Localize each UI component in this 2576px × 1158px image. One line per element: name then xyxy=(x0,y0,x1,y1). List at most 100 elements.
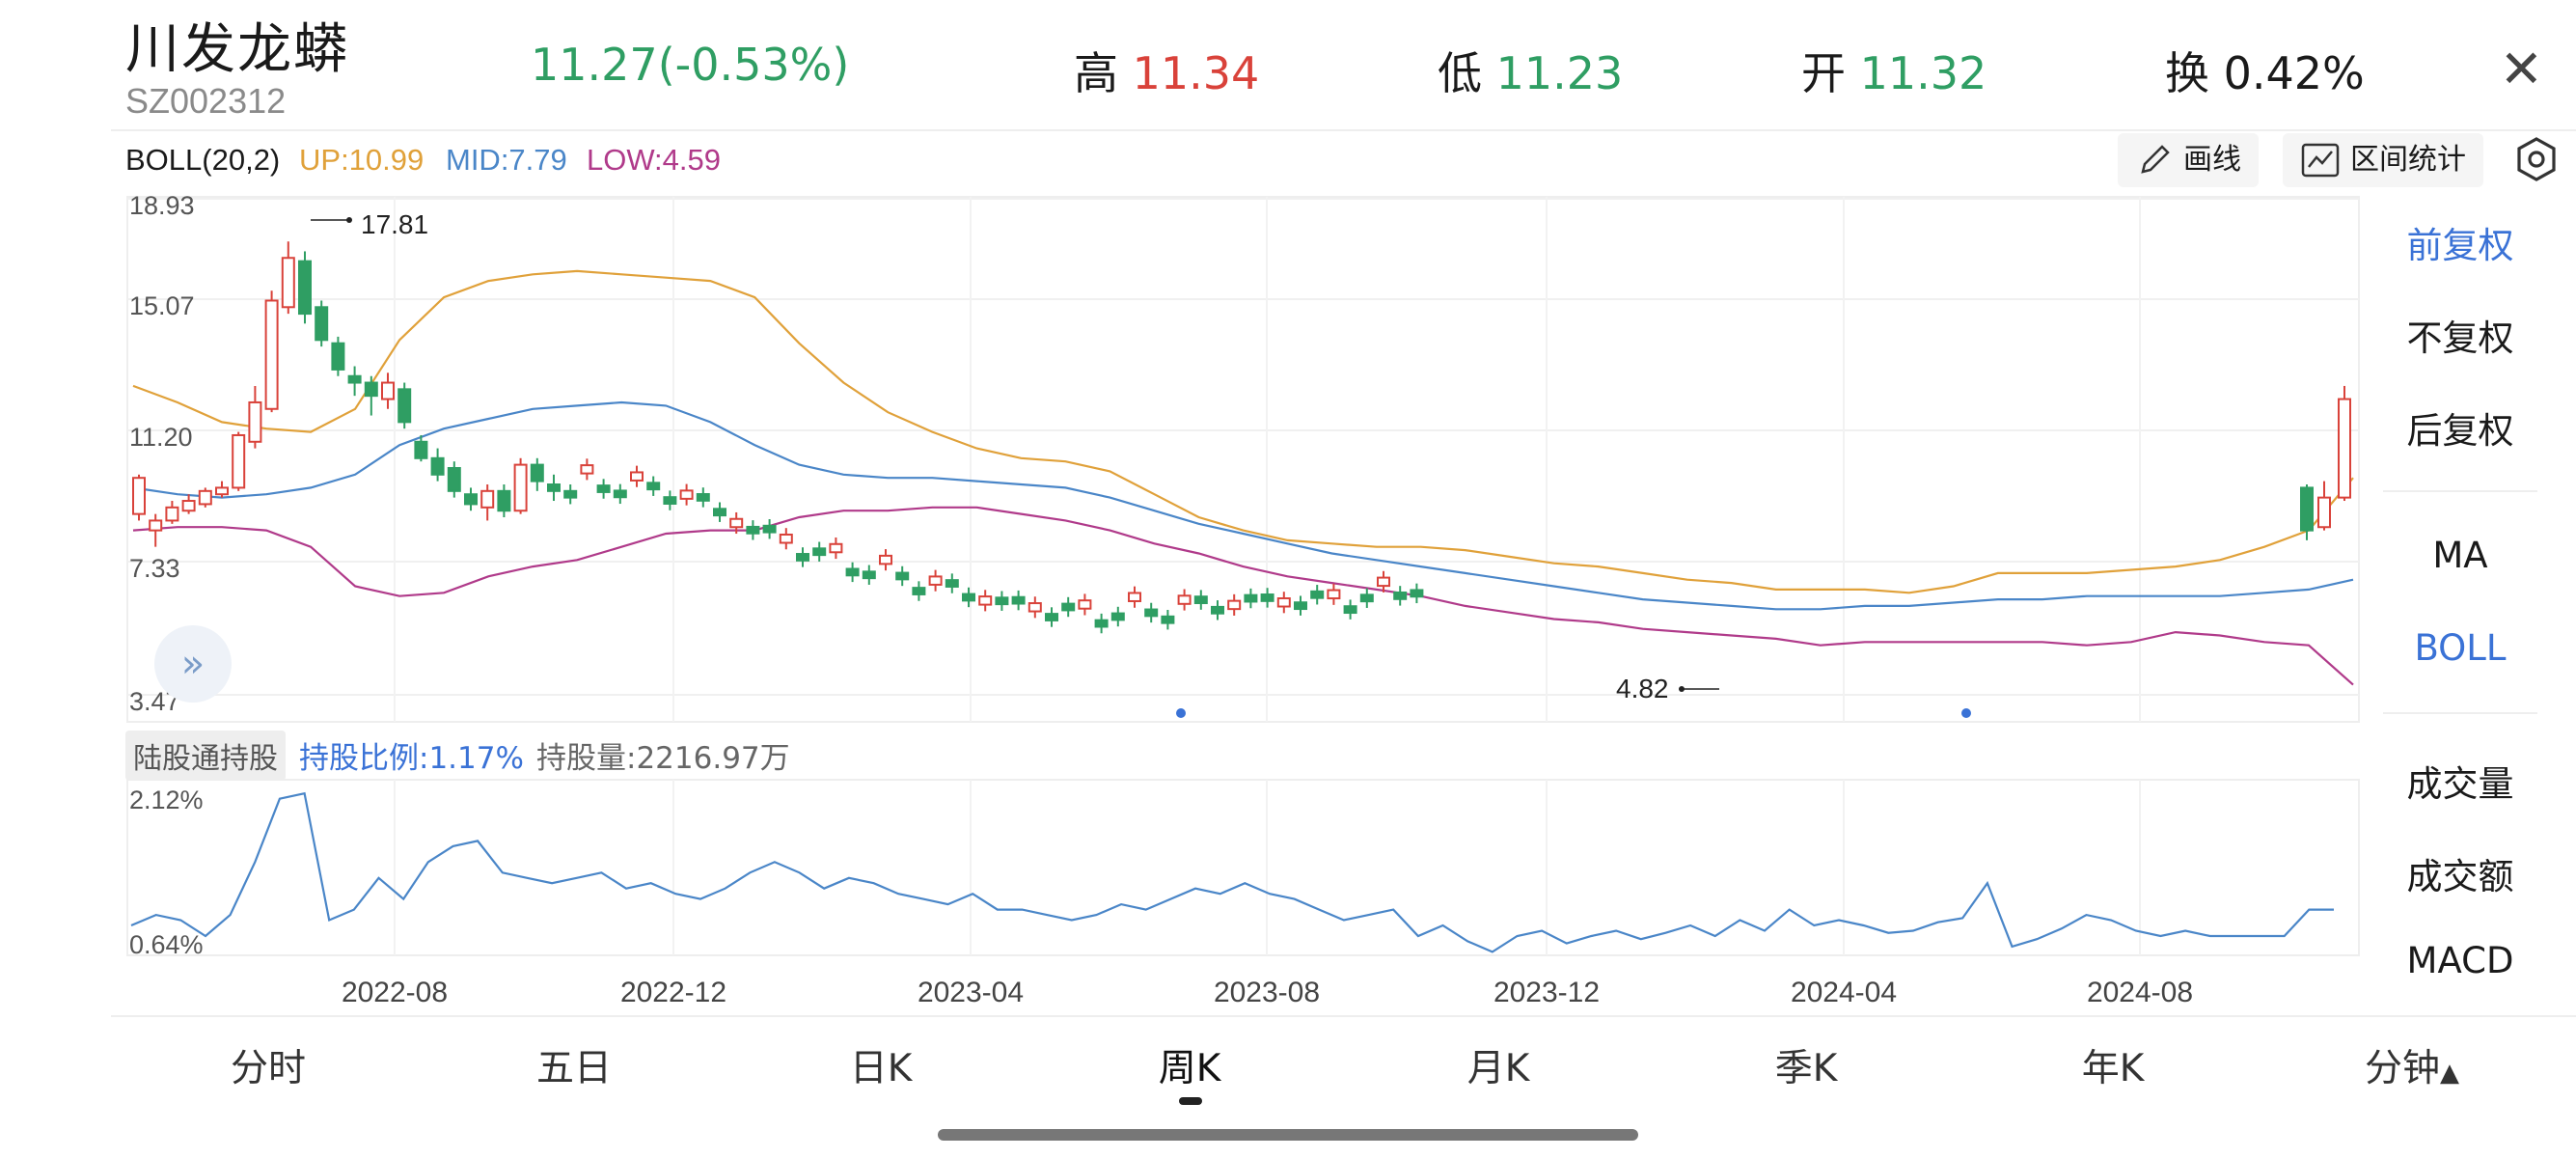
candle-body xyxy=(796,553,809,562)
high-value: 11.34 xyxy=(1132,47,1260,99)
pencil-icon xyxy=(2141,145,2170,174)
boll-mid-line xyxy=(132,400,2354,611)
tab-quarterly-k[interactable]: 季K xyxy=(1774,1047,1838,1090)
range-stats-button[interactable]: 区间统计 xyxy=(2283,133,2483,187)
expand-icon[interactable]: » xyxy=(154,625,232,703)
indicator-low: LOW:4.59 xyxy=(587,143,722,177)
open-quote: 开 11.32 xyxy=(1801,39,1987,102)
caret-up-icon: ▲ xyxy=(2440,1059,2459,1088)
candles xyxy=(132,241,2351,634)
candle-body xyxy=(430,456,445,476)
x-tick-label: 2022-12 xyxy=(620,977,726,1004)
header-divider xyxy=(111,129,2576,131)
boll-option[interactable]: BOLL xyxy=(2414,627,2507,669)
boll-bands xyxy=(132,269,2354,686)
tab-daily-k[interactable]: 日K xyxy=(849,1047,913,1090)
candle-body xyxy=(1061,602,1076,612)
x-tick-label: 2024-04 xyxy=(1791,977,1897,1004)
tab-timeshare[interactable]: 分时 xyxy=(230,1047,306,1090)
candle-body xyxy=(315,306,329,342)
candle-body xyxy=(215,486,229,496)
candle-body xyxy=(862,570,876,580)
high-quote: 高 11.34 xyxy=(1074,39,1259,102)
tab-yearly-k[interactable]: 年K xyxy=(2081,1047,2145,1090)
candle-body xyxy=(447,467,461,492)
max-price-dot xyxy=(346,217,352,223)
candle-body xyxy=(962,593,975,602)
candle-body xyxy=(829,542,843,554)
boll-up-line xyxy=(132,269,2354,594)
holding-ratio: 持股比例:1.17% xyxy=(299,741,524,776)
settings-icon[interactable] xyxy=(2512,135,2561,187)
candle-body xyxy=(580,464,594,475)
backward-adj-option[interactable]: 后复权 xyxy=(2406,410,2514,452)
candle-body xyxy=(2338,398,2351,499)
forward-adj-option[interactable]: 前复权 xyxy=(2406,225,2514,266)
candle-body xyxy=(978,595,993,606)
candle-body xyxy=(912,587,926,595)
ma-option[interactable]: MA xyxy=(2432,535,2488,576)
candle-body xyxy=(812,547,827,557)
candle-body xyxy=(1011,595,1026,605)
active-tab-indicator xyxy=(1179,1097,1202,1105)
candle-body xyxy=(995,596,1009,606)
chart-axes: 18.9315.0711.207.333.472.12%0.64%2022-08… xyxy=(129,191,2193,1004)
side-divider xyxy=(2383,712,2537,714)
candle-body xyxy=(2300,486,2314,532)
candle-body xyxy=(165,506,179,522)
tab-minute[interactable]: 分钟▲ xyxy=(2335,1038,2489,1092)
candle-body xyxy=(845,567,860,577)
indicator-up: UP:10.99 xyxy=(299,143,425,177)
candle-body xyxy=(181,500,196,512)
candle-body xyxy=(1193,595,1208,605)
tab-five-day[interactable]: 五日 xyxy=(535,1047,612,1090)
sub-frame xyxy=(126,779,2360,956)
candle-body xyxy=(895,571,910,581)
chart-annotations: 17.81 4.82 xyxy=(311,209,1719,703)
tab-monthly-k[interactable]: 月K xyxy=(1466,1047,1530,1090)
turnover-quote: 换 0.42% xyxy=(2165,39,2365,102)
candle-body xyxy=(497,489,511,512)
boll-low-line xyxy=(132,506,2354,686)
side-divider xyxy=(2383,490,2537,492)
x-tick-label: 2024-08 xyxy=(2087,977,2193,1004)
amount-option[interactable]: 成交额 xyxy=(2406,856,2514,897)
y-tick-label: 15.07 xyxy=(129,291,195,320)
event-dot[interactable] xyxy=(1961,708,1971,718)
candle-body xyxy=(696,493,710,502)
tab-minute-label: 分钟 xyxy=(2364,1047,2440,1090)
stock-name: 川发龙蟒 xyxy=(125,18,349,81)
macd-option[interactable]: MACD xyxy=(2406,940,2514,981)
event-dot[interactable] xyxy=(1176,708,1186,718)
candle-body xyxy=(248,400,262,443)
x-tick-label: 2022-08 xyxy=(342,977,448,1004)
sub-y-tick-label: 2.12% xyxy=(129,786,204,814)
draw-line-button[interactable]: 画线 xyxy=(2118,133,2259,187)
candle-body xyxy=(464,493,478,506)
close-icon[interactable]: ✕ xyxy=(2499,39,2543,99)
candle-body xyxy=(1410,589,1424,598)
candle-body xyxy=(331,342,345,371)
home-indicator[interactable] xyxy=(938,1129,1638,1141)
candle-body xyxy=(281,257,295,309)
candle-body xyxy=(1359,593,1374,603)
candle-body xyxy=(563,489,578,499)
tab-weekly-k[interactable]: 周K xyxy=(1158,1047,1221,1090)
indicator-mid: MID:7.79 xyxy=(446,143,567,177)
candle-body xyxy=(298,260,312,316)
min-price-dot xyxy=(1679,686,1685,692)
kline-chart[interactable]: 18.9315.0711.207.333.472.12%0.64%2022-08… xyxy=(0,0,2373,1004)
sub-y-tick-label: 0.64% xyxy=(129,930,204,959)
candle-body xyxy=(1211,605,1224,615)
low-value: 11.23 xyxy=(1495,47,1624,99)
no-adj-option[interactable]: 不复权 xyxy=(2406,317,2514,359)
y-tick-label: 11.20 xyxy=(129,423,193,452)
candle-body xyxy=(779,533,793,544)
hk-connect-chip[interactable]: 陆股通持股 xyxy=(125,731,286,781)
candle-body xyxy=(746,525,760,535)
candle-body xyxy=(1393,591,1408,600)
candle-body xyxy=(364,381,378,398)
volume-option[interactable]: 成交量 xyxy=(2406,763,2514,805)
candle-body xyxy=(762,524,777,534)
low-label: 低 xyxy=(1438,47,1482,99)
